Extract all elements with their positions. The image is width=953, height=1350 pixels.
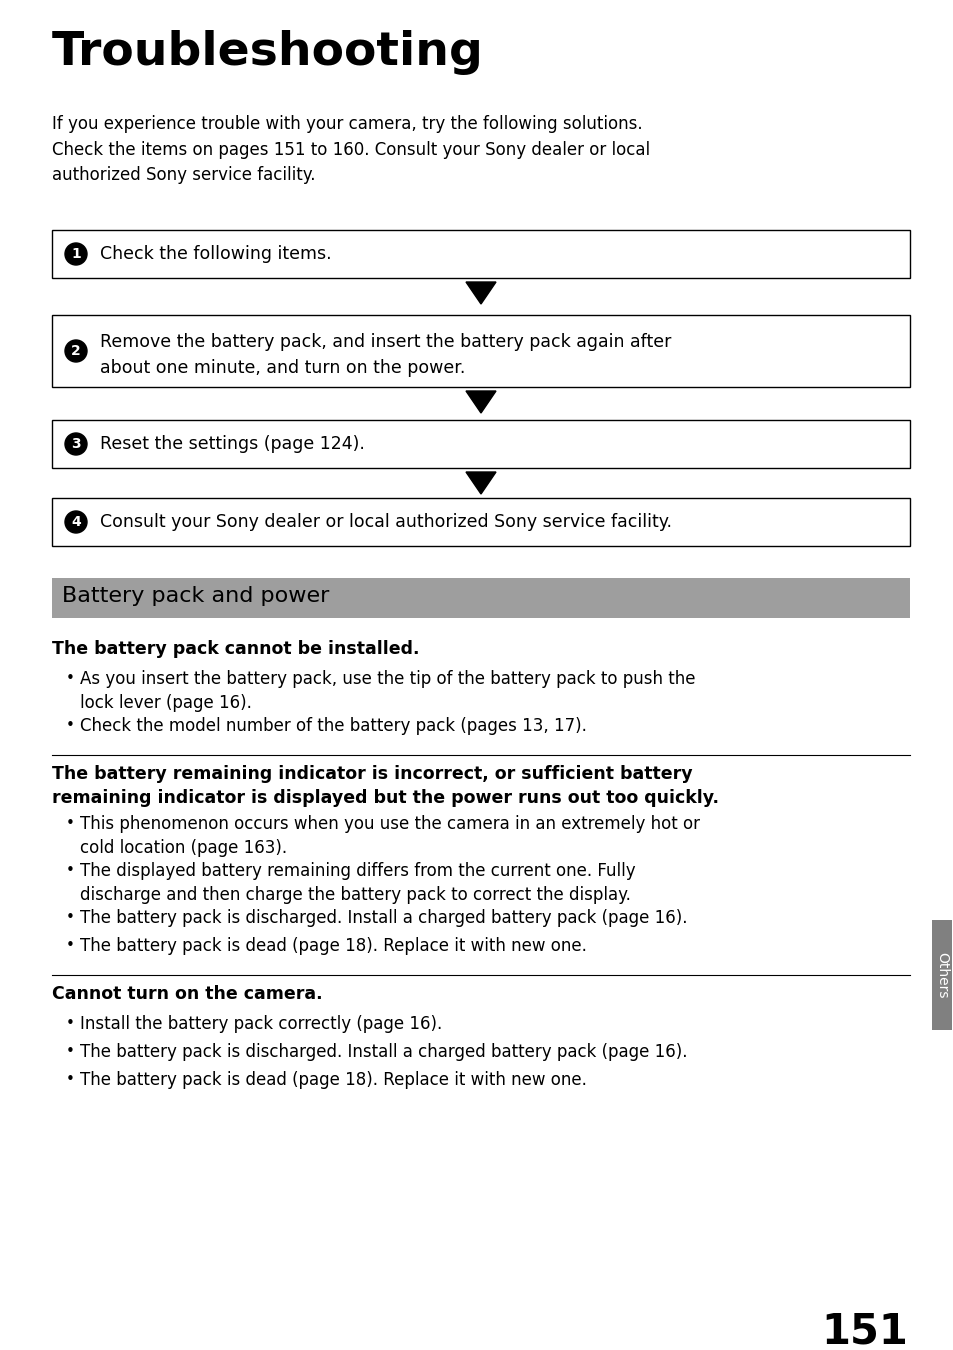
Text: The battery remaining indicator is incorrect, or sufficient battery
remaining in: The battery remaining indicator is incor… [52,765,719,806]
Text: Check the model number of the battery pack (pages 13, 17).: Check the model number of the battery pa… [80,717,586,734]
Text: The battery pack is dead (page 18). Replace it with new one.: The battery pack is dead (page 18). Repl… [80,1071,586,1089]
Text: The battery pack is dead (page 18). Replace it with new one.: The battery pack is dead (page 18). Repl… [80,937,586,954]
Text: The battery pack cannot be installed.: The battery pack cannot be installed. [52,640,419,657]
Text: 151: 151 [821,1310,907,1350]
Text: Battery pack and power: Battery pack and power [62,586,329,606]
Text: •: • [66,1017,74,1031]
Text: •: • [66,1072,74,1087]
Text: The battery pack is discharged. Install a charged battery pack (page 16).: The battery pack is discharged. Install … [80,1044,687,1061]
Text: This phenomenon occurs when you use the camera in an extremely hot or
cold locat: This phenomenon occurs when you use the … [80,815,700,857]
Text: Check the following items.: Check the following items. [100,244,332,263]
Text: 4: 4 [71,514,81,529]
Text: 2: 2 [71,344,81,358]
Text: •: • [66,1044,74,1058]
Text: •: • [66,718,74,733]
Polygon shape [465,282,496,304]
Text: The battery pack is discharged. Install a charged battery pack (page 16).: The battery pack is discharged. Install … [80,909,687,927]
Text: Install the battery pack correctly (page 16).: Install the battery pack correctly (page… [80,1015,442,1033]
Text: Troubleshooting: Troubleshooting [52,30,483,76]
Circle shape [65,243,87,265]
Bar [52,498,909,545]
Text: Others: Others [934,952,948,998]
Bar [931,919,951,1030]
Circle shape [65,433,87,455]
Text: •: • [66,938,74,953]
Text: Remove the battery pack, and insert the battery pack again after
about one minut: Remove the battery pack, and insert the … [100,333,671,377]
Text: 3: 3 [71,437,81,451]
Text: Cannot turn on the camera.: Cannot turn on the camera. [52,986,322,1003]
Text: 1: 1 [71,247,81,261]
Text: •: • [66,863,74,878]
Text: •: • [66,815,74,832]
Text: The displayed battery remaining differs from the current one. Fully
discharge an: The displayed battery remaining differs … [80,863,635,904]
Text: •: • [66,671,74,686]
Text: •: • [66,910,74,925]
Bar [52,420,909,468]
Bar [52,578,909,618]
Polygon shape [465,392,496,413]
Text: Reset the settings (page 124).: Reset the settings (page 124). [100,435,364,454]
Text: If you experience trouble with your camera, try the following solutions.
Check t: If you experience trouble with your came… [52,115,649,185]
Polygon shape [465,472,496,494]
Text: As you insert the battery pack, use the tip of the battery pack to push the
lock: As you insert the battery pack, use the … [80,670,695,713]
Bar [52,230,909,278]
Bar [52,315,909,387]
Circle shape [65,512,87,533]
Circle shape [65,340,87,362]
Text: Consult your Sony dealer or local authorized Sony service facility.: Consult your Sony dealer or local author… [100,513,671,531]
